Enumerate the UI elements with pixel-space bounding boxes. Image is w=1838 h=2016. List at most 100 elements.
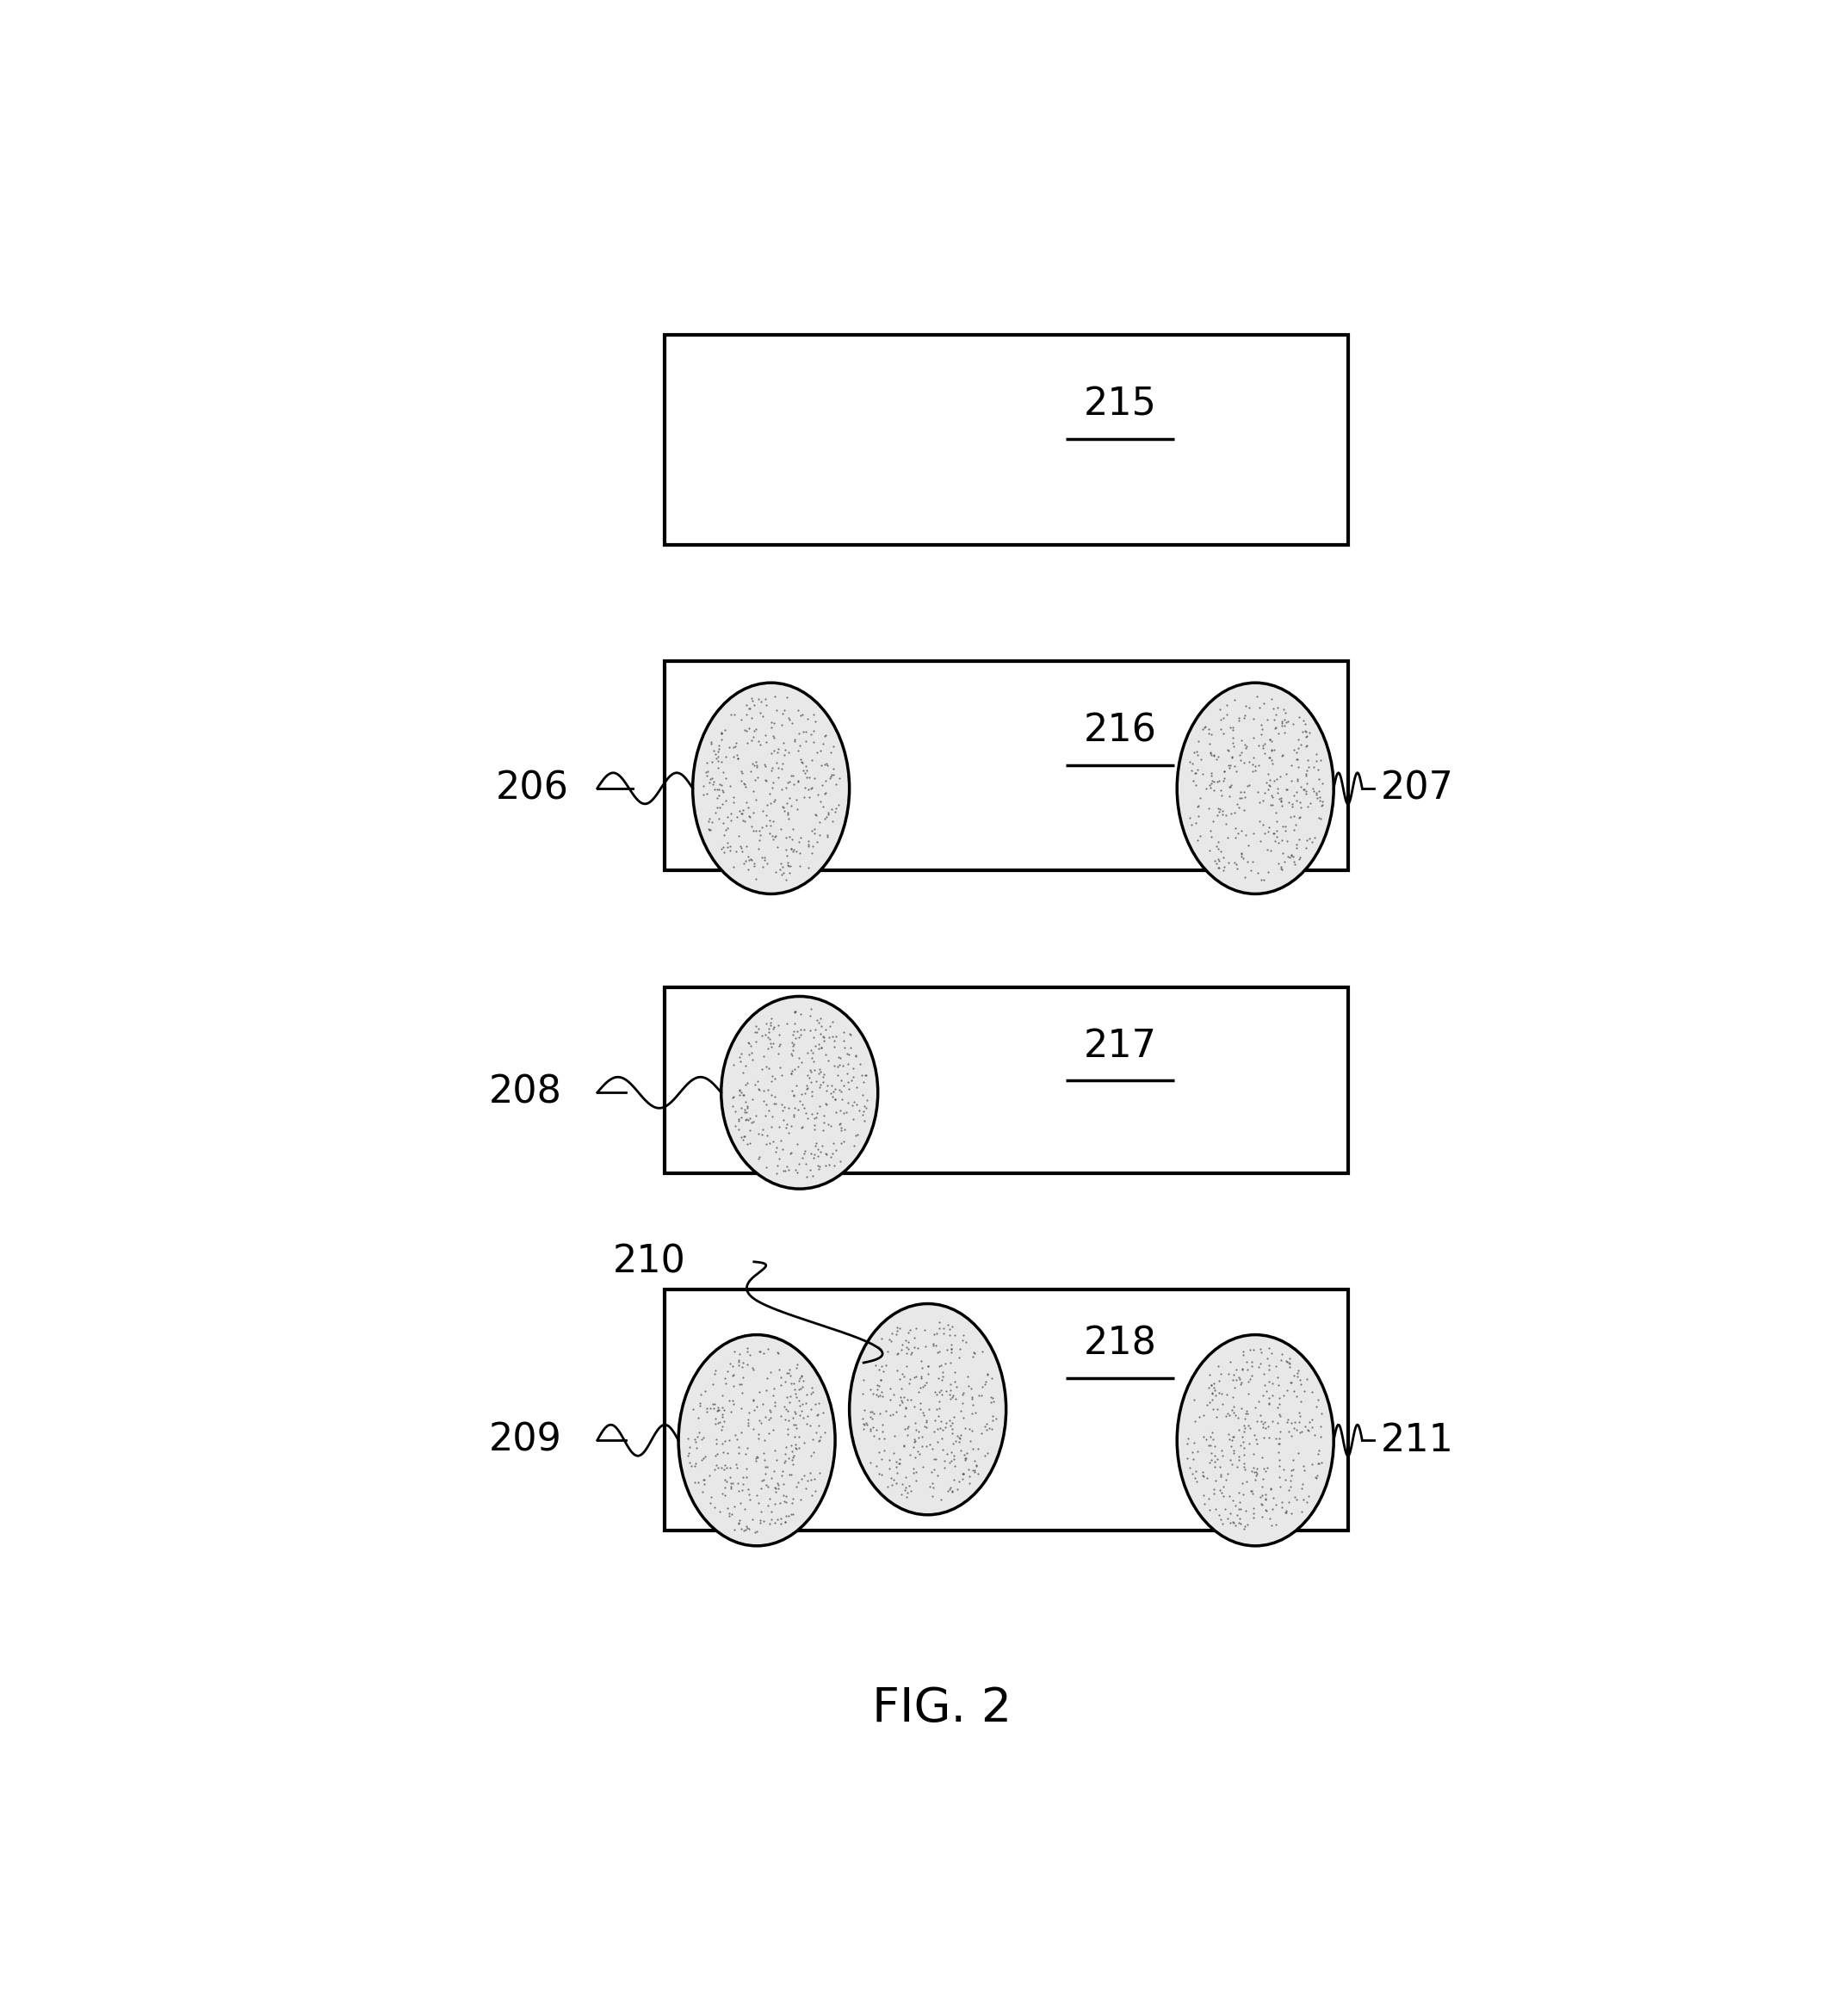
Point <box>1301 1462 1331 1494</box>
Point <box>766 812 796 845</box>
Point <box>763 732 792 764</box>
Point <box>941 1318 970 1351</box>
Point <box>768 857 798 889</box>
Point <box>798 726 827 758</box>
Point <box>706 718 735 750</box>
Point <box>719 780 748 812</box>
Point <box>763 1470 792 1502</box>
Point <box>823 788 853 821</box>
Point <box>1195 1385 1224 1417</box>
Point <box>733 1127 763 1159</box>
Point <box>779 1401 809 1433</box>
Point <box>772 1480 801 1512</box>
Point <box>820 752 849 784</box>
Point <box>1209 718 1239 750</box>
Point <box>890 1399 919 1431</box>
Point <box>1265 1462 1294 1494</box>
Point <box>711 1466 741 1498</box>
Point <box>1246 825 1276 857</box>
Point <box>1283 1357 1312 1389</box>
Point <box>807 1135 836 1167</box>
Point <box>1272 1464 1301 1496</box>
Point <box>1211 798 1241 831</box>
Point <box>917 1456 947 1488</box>
Point <box>737 1351 766 1383</box>
Point <box>1213 847 1242 879</box>
Point <box>869 1423 899 1456</box>
Point <box>711 1480 741 1512</box>
Point <box>790 1387 820 1419</box>
Bar <box>664 661 1347 871</box>
Point <box>720 1514 750 1546</box>
Point <box>768 1468 798 1500</box>
Point <box>1276 1343 1305 1375</box>
Point <box>1230 776 1259 808</box>
Point <box>853 1409 882 1441</box>
Point <box>728 1101 757 1133</box>
Point <box>801 1097 831 1129</box>
Point <box>825 1095 855 1127</box>
Point <box>709 1363 739 1395</box>
Point <box>765 1143 794 1175</box>
Point <box>744 818 774 851</box>
Point <box>1213 1502 1242 1534</box>
Point <box>1217 1423 1246 1456</box>
Point <box>709 837 739 869</box>
Point <box>1257 734 1287 766</box>
Point <box>1244 730 1274 762</box>
Point <box>1261 1351 1290 1383</box>
Point <box>1257 726 1287 758</box>
Point <box>910 1411 939 1443</box>
Point <box>1254 1333 1283 1365</box>
Point <box>781 784 811 816</box>
Point <box>1294 750 1323 782</box>
Point <box>947 1395 976 1427</box>
Point <box>1215 1498 1244 1530</box>
Point <box>785 730 814 762</box>
Point <box>757 821 787 853</box>
Point <box>768 851 798 883</box>
Point <box>1292 760 1322 792</box>
Point <box>744 1117 774 1149</box>
Point <box>1277 1498 1307 1530</box>
Point <box>901 1391 930 1423</box>
Point <box>726 1512 755 1544</box>
Point <box>1213 689 1242 722</box>
Point <box>1285 1363 1314 1395</box>
Point <box>785 1385 814 1417</box>
Point <box>1197 1417 1226 1450</box>
Point <box>763 760 792 792</box>
Point <box>1292 790 1322 823</box>
Point <box>720 835 750 867</box>
Point <box>765 1353 794 1385</box>
Point <box>1294 1480 1323 1512</box>
Point <box>1301 778 1331 810</box>
Point <box>768 726 798 758</box>
Point <box>783 1421 812 1454</box>
Point <box>882 1395 912 1427</box>
Point <box>1279 841 1309 873</box>
Point <box>790 726 820 758</box>
Point <box>754 1016 783 1048</box>
Point <box>794 780 823 812</box>
Point <box>730 768 759 800</box>
Point <box>1246 710 1276 742</box>
Point <box>1301 1462 1331 1494</box>
Point <box>746 728 776 760</box>
Point <box>1266 784 1296 816</box>
Point <box>754 1333 783 1365</box>
Point <box>923 1337 952 1369</box>
Point <box>952 1437 981 1470</box>
Point <box>768 698 798 730</box>
Point <box>801 798 831 831</box>
Point <box>770 1091 800 1123</box>
Point <box>1200 1445 1230 1478</box>
Point <box>772 798 801 831</box>
Point <box>750 750 779 782</box>
Point <box>763 1468 792 1500</box>
Point <box>785 1020 814 1052</box>
Point <box>1244 1385 1274 1417</box>
Point <box>689 1464 719 1496</box>
Point <box>765 1028 794 1060</box>
Point <box>768 1456 798 1488</box>
